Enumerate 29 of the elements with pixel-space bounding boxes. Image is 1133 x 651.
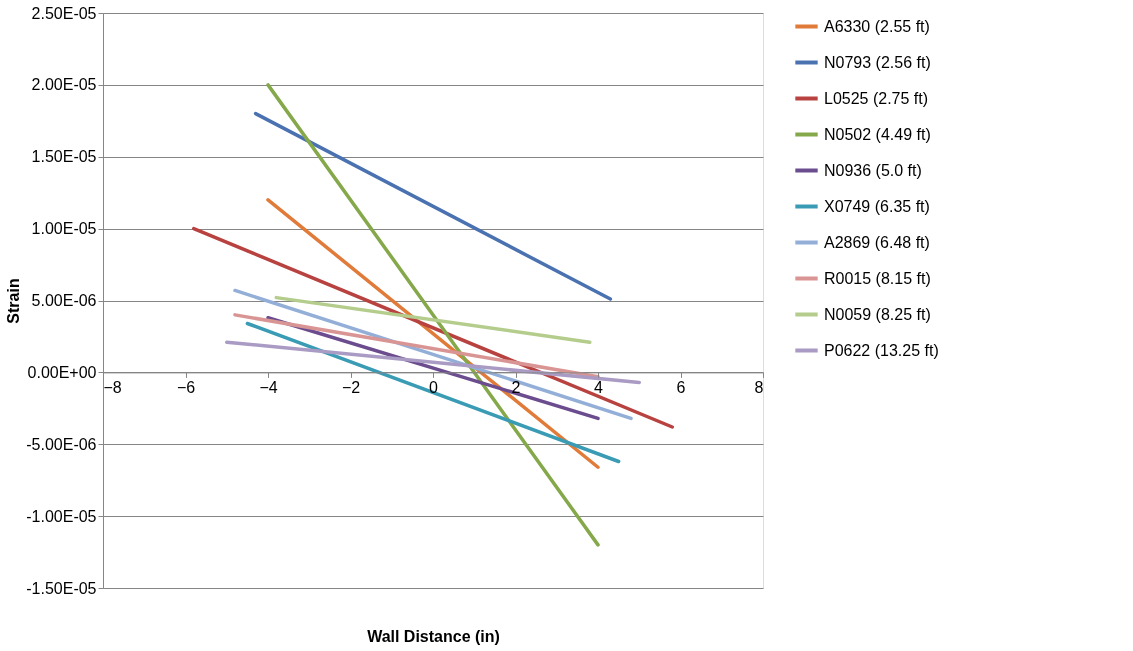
x-tick-label: −4 <box>259 378 278 396</box>
legend-label: A2869 (6.48 ft) <box>824 233 930 251</box>
x-tick-label: −2 <box>341 378 361 396</box>
legend-label: N0793 (2.56 ft) <box>824 53 931 71</box>
x-tick-label: −8 <box>103 378 122 396</box>
y-tick-label: -5.00E-06 <box>26 435 97 453</box>
x-tick-label: 2 <box>511 378 521 396</box>
legend-label: L0525 (2.75 ft) <box>824 89 929 107</box>
y-axis-title: Strain <box>5 278 23 324</box>
x-tick-label: 8 <box>754 378 764 396</box>
legend-label: R0015 (8.15 ft) <box>824 269 931 287</box>
legend-label: P0622 (13.25 ft) <box>824 341 939 359</box>
y-tick-label: 2.00E-05 <box>31 76 97 94</box>
y-tick-label: -1.50E-05 <box>26 579 97 597</box>
y-tick-label: 2.50E-05 <box>31 4 97 22</box>
y-tick-label: 0.00E+00 <box>27 363 97 381</box>
legend-label: X0749 (6.35 ft) <box>824 197 930 215</box>
x-tick-label: −6 <box>176 378 196 396</box>
y-tick-label: 1.50E-05 <box>31 148 97 166</box>
legend-label: A6330 (2.55 ft) <box>824 17 930 35</box>
legend-label: N0936 (5.0 ft) <box>824 161 922 179</box>
y-tick-label: 1.00E-05 <box>31 220 97 238</box>
legend-label: N0502 (4.49 ft) <box>824 125 931 143</box>
y-tick-label: 5.00E-06 <box>31 292 97 309</box>
legend-label: N0059 (8.25 ft) <box>824 305 931 323</box>
y-tick-label: -1.00E-05 <box>26 507 97 525</box>
x-tick-label: 6 <box>676 378 686 396</box>
x-tick-label: 4 <box>594 378 604 396</box>
x-axis-title: Wall Distance (in) <box>367 627 500 645</box>
